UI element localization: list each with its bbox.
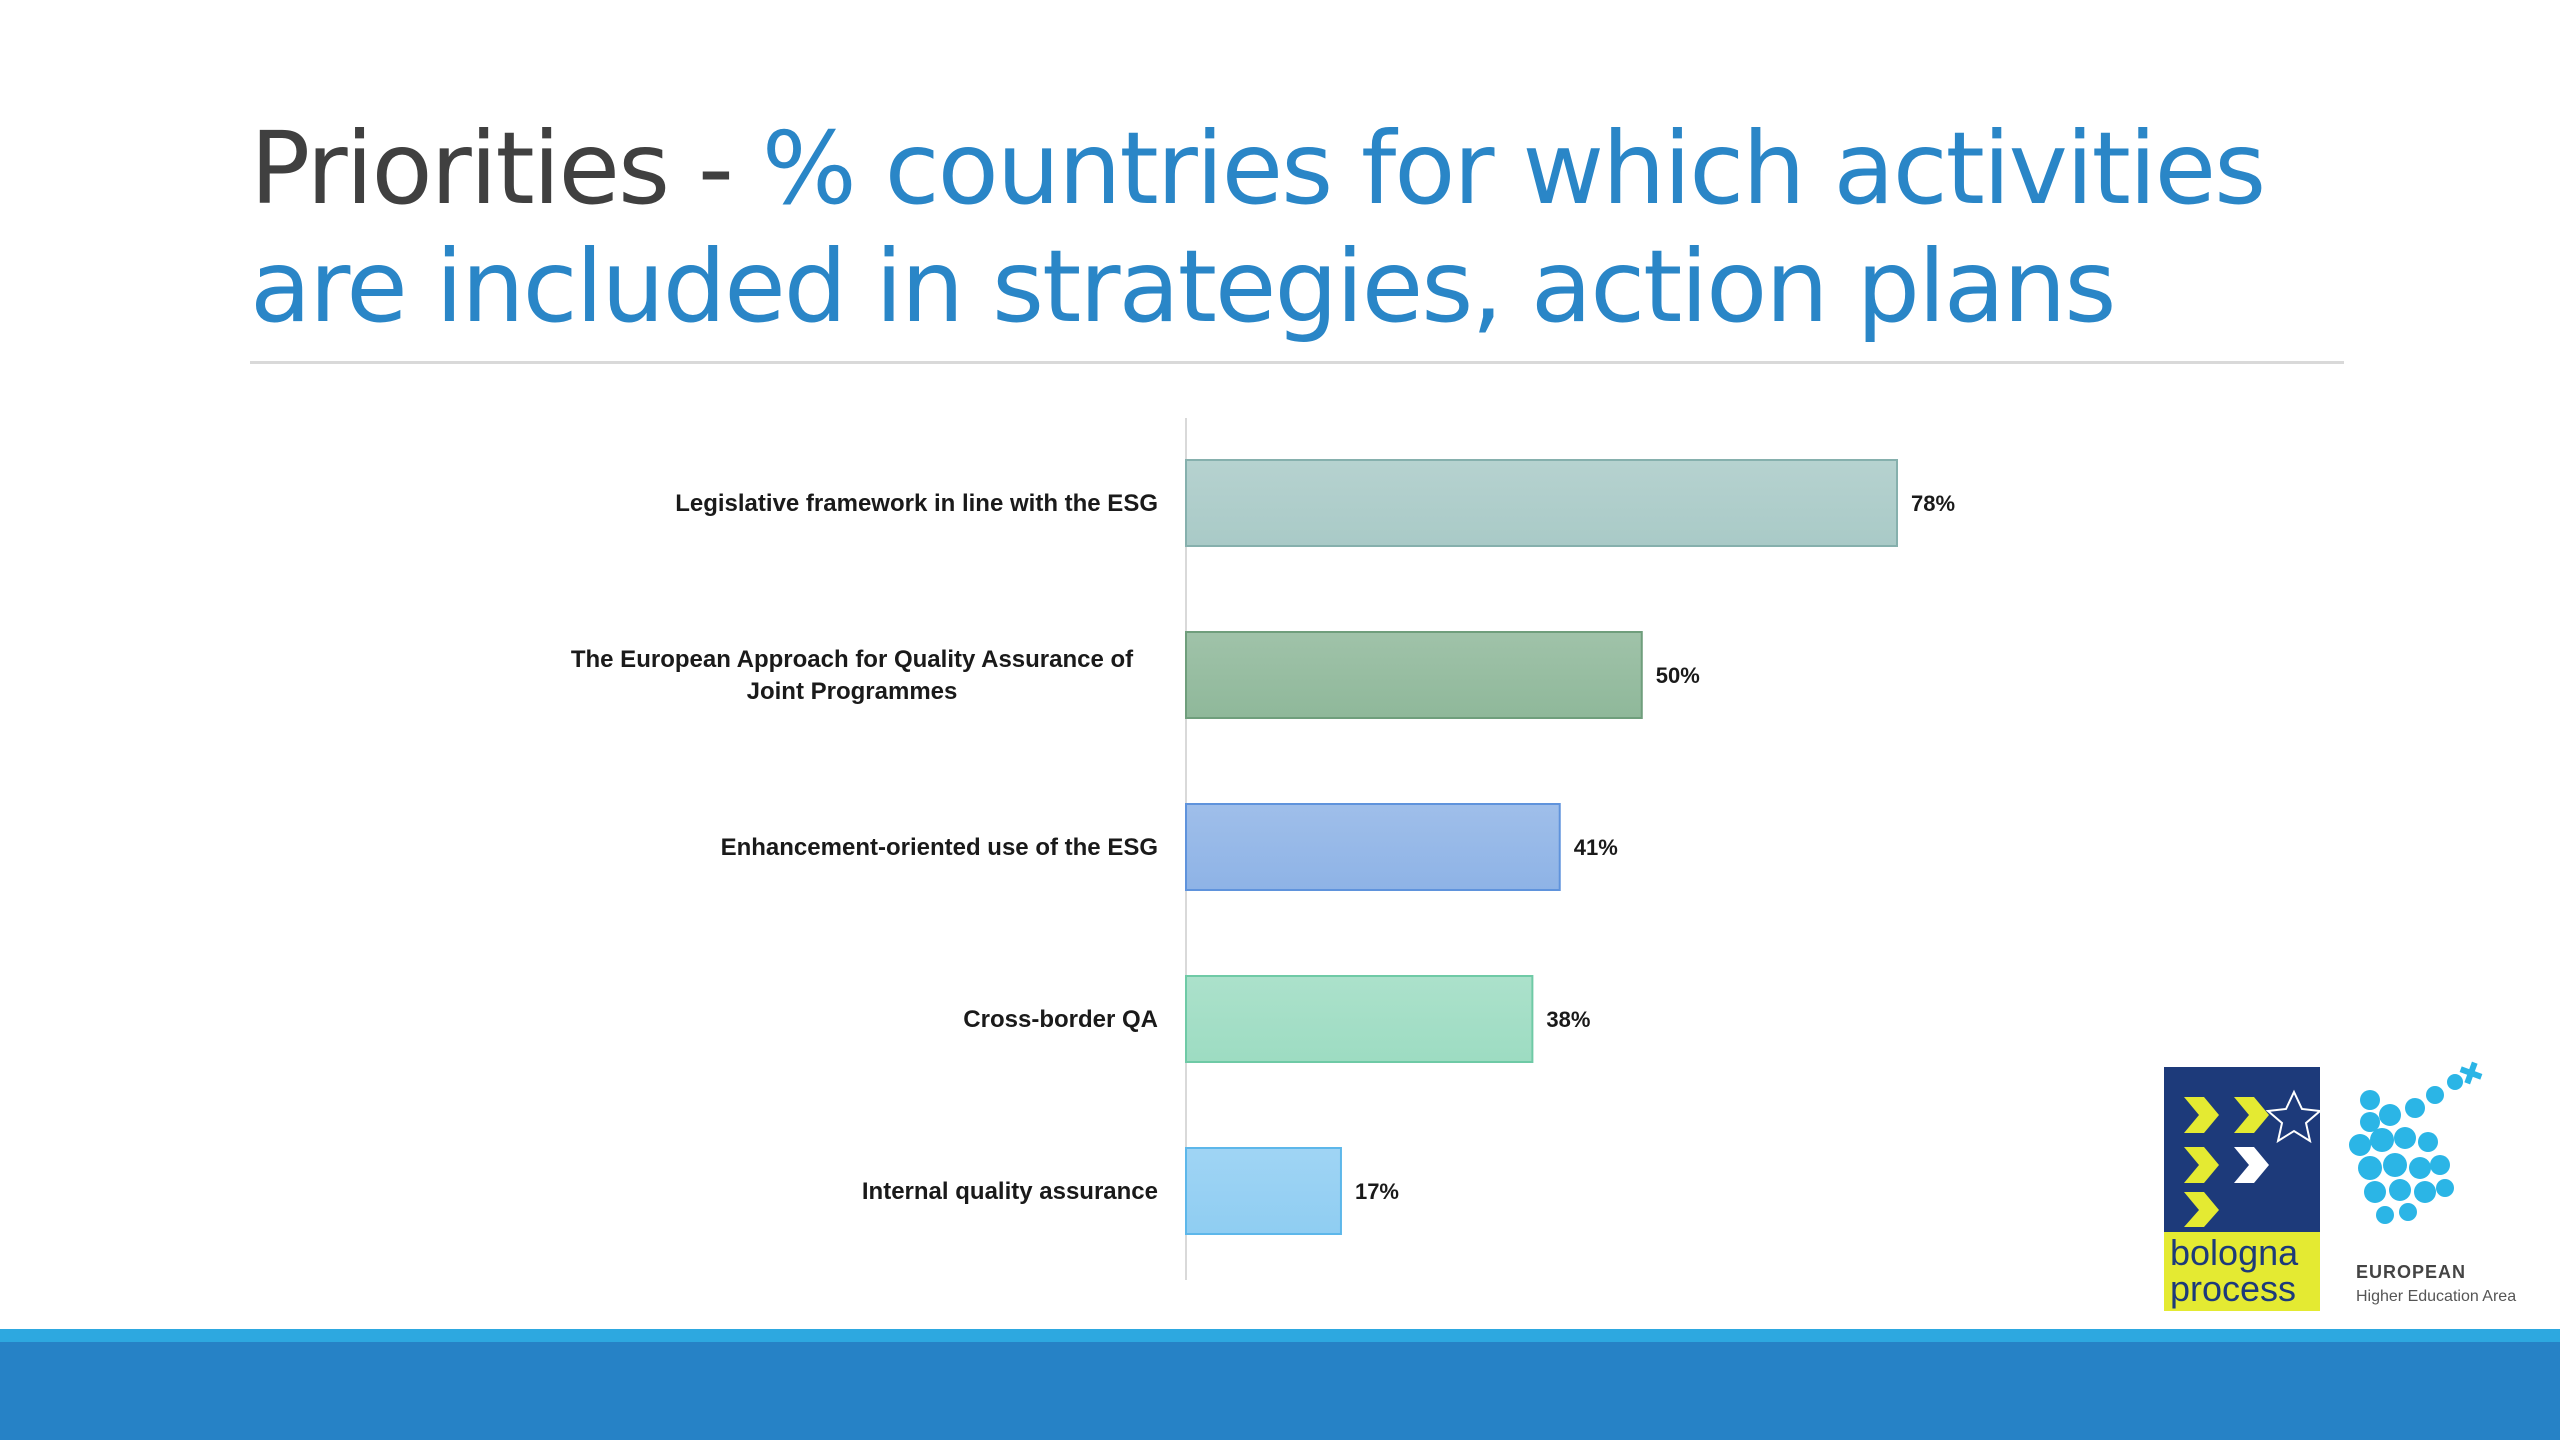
- value-label-1: 50%: [1656, 663, 1700, 688]
- category-label-3: Cross-border QA: [963, 1006, 1158, 1033]
- bar-chart: 78% Legislative framework in line with th…: [571, 418, 1955, 1280]
- bologna-process-logo: bologna process: [2164, 1067, 2323, 1311]
- bar-4: [1185, 1147, 1342, 1235]
- footer-accent-stripe: [0, 1329, 2560, 1342]
- bologna-logo-line1: bologna: [2170, 1232, 2299, 1273]
- value-label-3: 38%: [1546, 1007, 1590, 1032]
- ehea-logo: [2340, 1060, 2540, 1310]
- title-prefix: Priorities -: [250, 110, 762, 227]
- slide-title: Priorities - % countries for which activ…: [250, 110, 2350, 346]
- bar-2: [1185, 803, 1561, 891]
- category-label-0: Legislative framework in line with the E…: [675, 490, 1158, 517]
- title-divider: [250, 361, 2344, 364]
- category-label-1: The European Approach for Quality Assura…: [571, 646, 1134, 705]
- title-main: % countries for which activities are inc…: [250, 110, 2266, 345]
- ehea-logo-line1: EUROPEAN: [2356, 1262, 2467, 1282]
- footer-band: [0, 1342, 2560, 1440]
- category-label-2: Enhancement-oriented use of the ESG: [721, 834, 1158, 861]
- bar-3: [1185, 975, 1534, 1063]
- category-label-4: Internal quality assurance: [862, 1178, 1158, 1205]
- bologna-logo-line2: process: [2170, 1268, 2296, 1309]
- ehea-logo-line2: Higher Education Area: [2356, 1288, 2517, 1305]
- value-label-2: 41%: [1574, 835, 1618, 860]
- value-label-4: 17%: [1355, 1179, 1399, 1204]
- bar-0: [1185, 459, 1898, 547]
- value-label-0: 78%: [1911, 491, 1955, 516]
- bar-1: [1185, 631, 1643, 719]
